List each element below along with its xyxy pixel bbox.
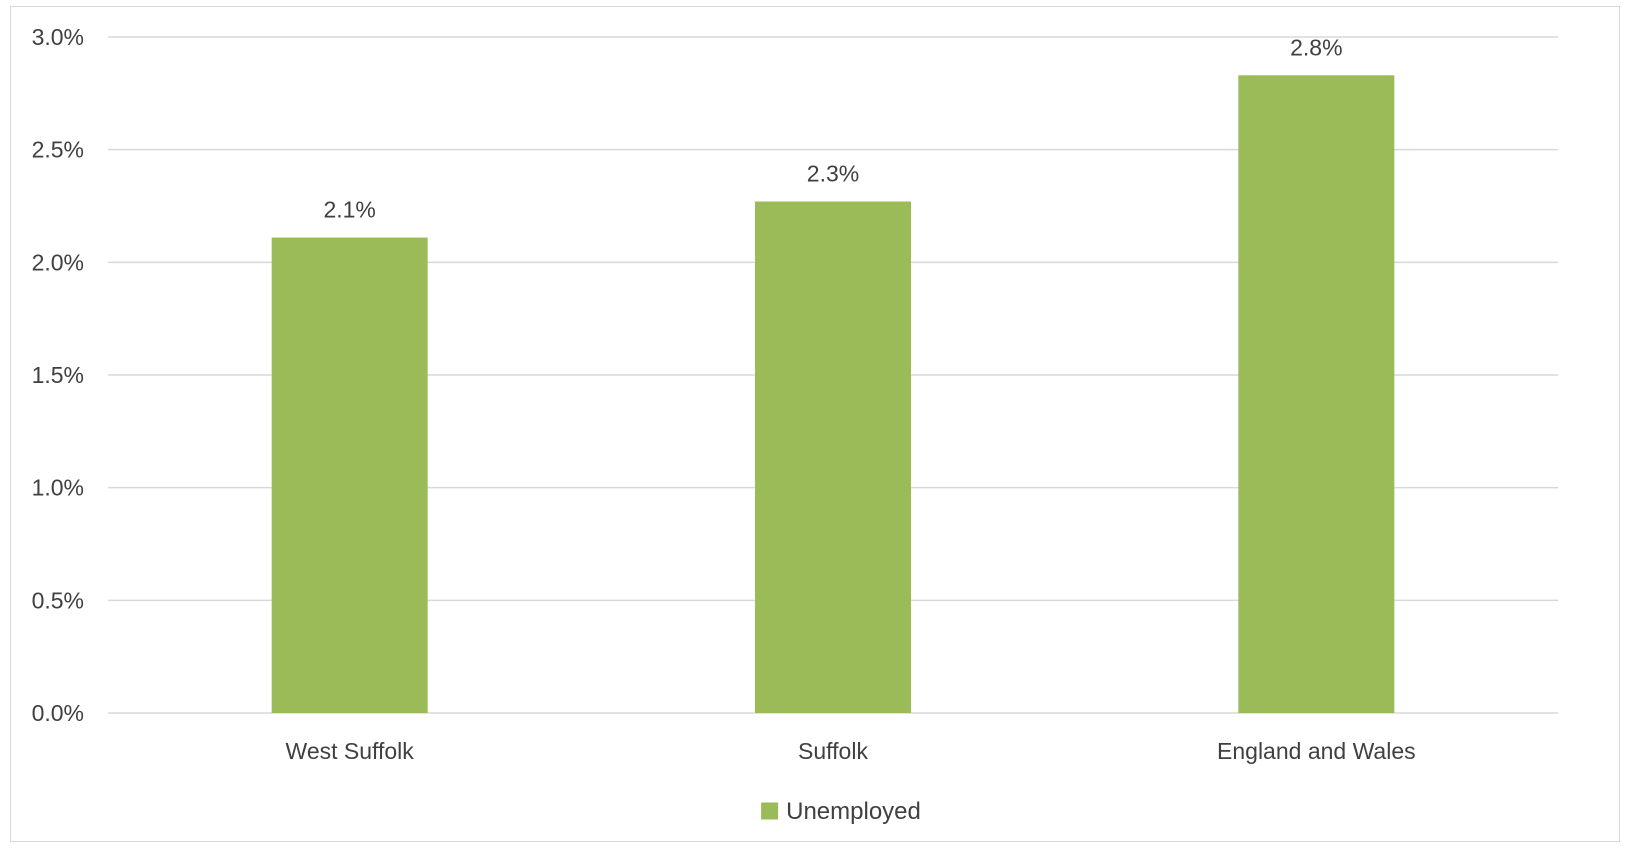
data-label: 2.8% (1290, 34, 1342, 60)
y-tick-label: 2.0% (32, 249, 84, 275)
bar (755, 201, 911, 713)
x-axis-category-labels: West Suffolk Suffolk England and Wales (286, 738, 1416, 764)
legend: Unemployed (761, 798, 921, 825)
y-tick-label: 1.5% (32, 362, 84, 388)
y-tick-label: 3.0% (32, 24, 84, 50)
legend-label: Unemployed (786, 798, 921, 825)
y-axis-tick-labels: 0.0% 0.5% 1.0% 1.5% 2.0% 2.5% 3.0% (32, 24, 84, 726)
bar (271, 237, 428, 713)
data-label: 2.1% (323, 197, 375, 223)
data-labels: 2.1% 2.3% 2.8% (323, 34, 1342, 222)
category-label: England and Wales (1217, 738, 1416, 764)
y-tick-label: 0.5% (32, 587, 84, 613)
bars (271, 75, 1395, 714)
data-label: 2.3% (807, 160, 859, 186)
y-tick-label: 1.0% (32, 475, 84, 501)
legend-swatch (761, 802, 779, 820)
y-tick-label: 0.0% (32, 700, 84, 726)
category-label: Suffolk (798, 738, 868, 764)
category-label: West Suffolk (286, 738, 415, 764)
bar (1238, 75, 1395, 714)
y-tick-label: 2.5% (32, 137, 84, 163)
